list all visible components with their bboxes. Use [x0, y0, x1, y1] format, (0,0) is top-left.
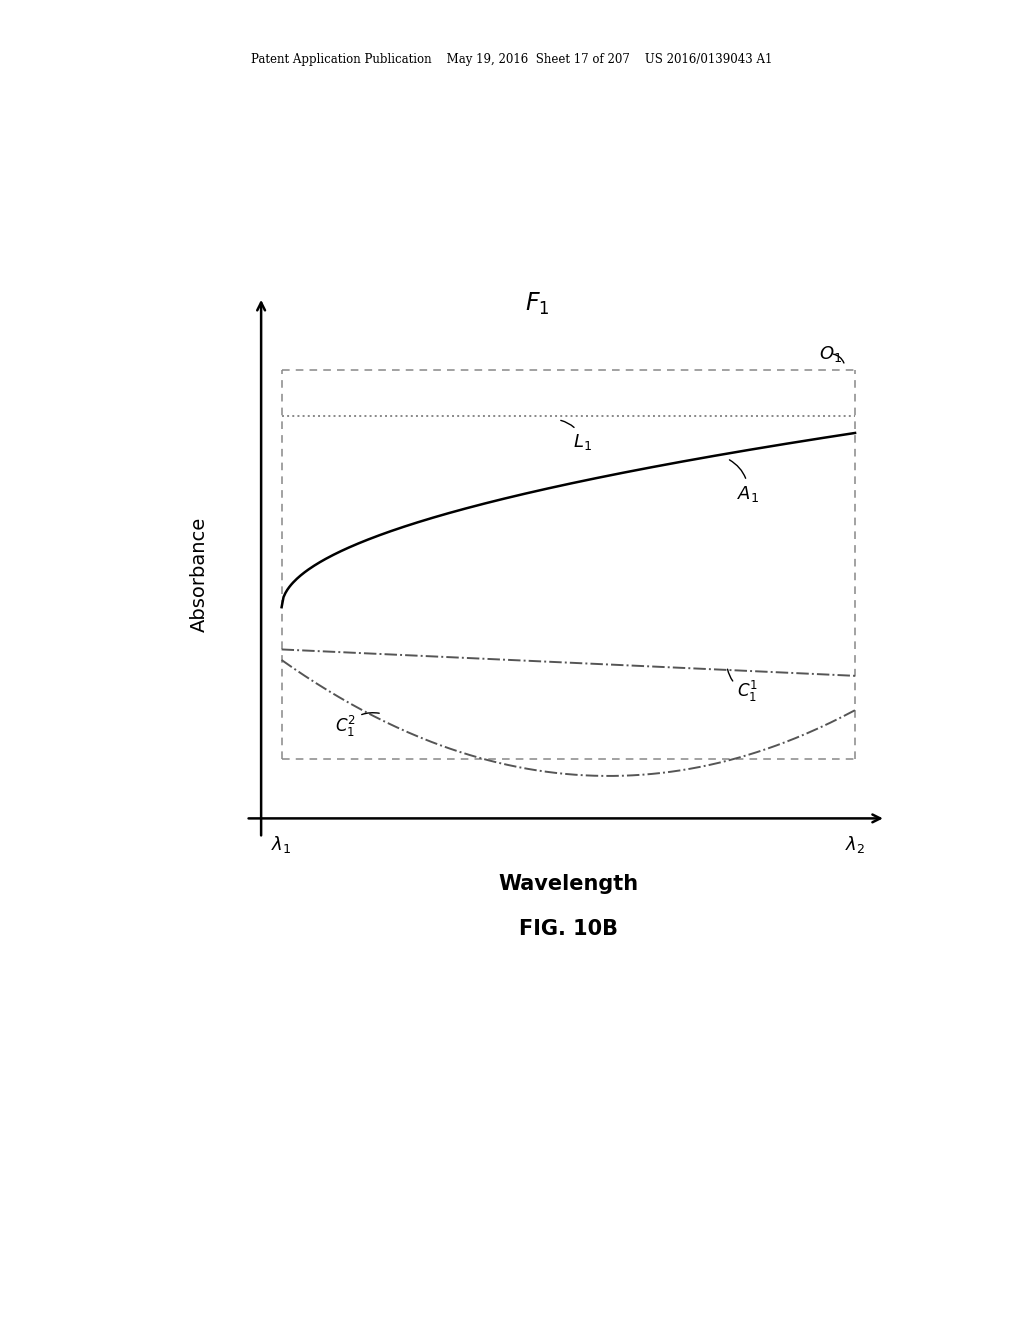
Text: $C_1^2$: $C_1^2$: [335, 713, 379, 739]
Text: Absorbance: Absorbance: [190, 516, 209, 632]
Text: $\lambda_2$: $\lambda_2$: [845, 834, 865, 855]
Text: $A_1$: $A_1$: [729, 459, 760, 504]
Text: $\lambda_1$: $\lambda_1$: [271, 834, 292, 855]
Text: Patent Application Publication    May 19, 2016  Sheet 17 of 207    US 2016/01390: Patent Application Publication May 19, 2…: [251, 53, 773, 66]
Text: $O_1$: $O_1$: [819, 343, 844, 364]
Text: Wavelength: Wavelength: [499, 874, 638, 895]
Text: $F_1$: $F_1$: [525, 290, 550, 317]
Text: $C_1^1$: $C_1^1$: [727, 669, 759, 705]
Text: $L_1$: $L_1$: [561, 420, 592, 453]
Text: FIG. 10B: FIG. 10B: [519, 919, 617, 940]
